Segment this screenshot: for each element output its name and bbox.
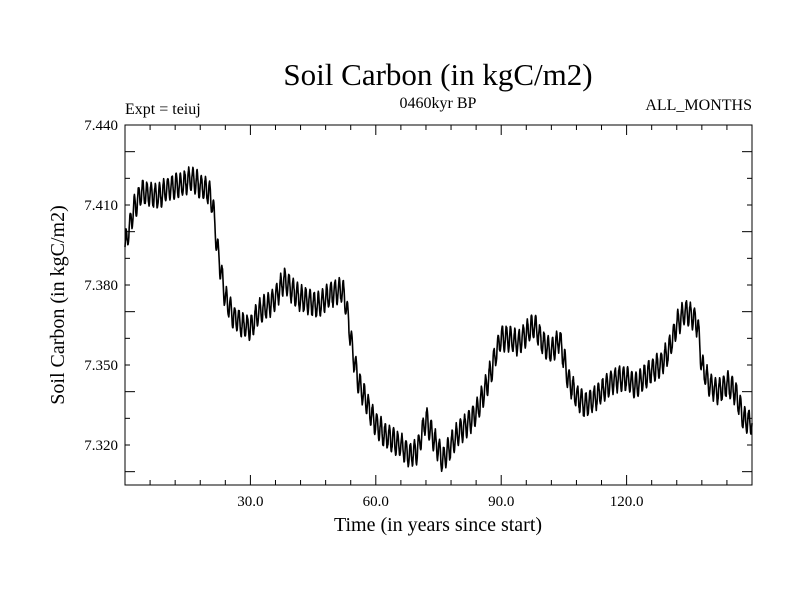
y-tick-label: 7.320	[84, 438, 118, 454]
y-tick-label: 7.410	[84, 198, 118, 214]
y-axis-label: Soil Carbon (in kgC/m2)	[47, 205, 69, 404]
chart-title: Soil Carbon (in kgC/m2)	[283, 57, 592, 92]
period-label: 0460kyr BP	[400, 95, 477, 112]
y-tick-label: 7.350	[84, 358, 118, 374]
x-tick-label: 60.0	[363, 494, 389, 510]
x-axis-label: Time (in years since start)	[334, 514, 542, 536]
plot-frame	[124, 124, 753, 486]
soil-carbon-series-line	[124, 166, 753, 473]
months-label: ALL_MONTHS	[645, 97, 752, 114]
y-tick-labels: 7.320 7.350 7.380 7.410 7.440	[84, 118, 118, 454]
x-tick-label: 90.0	[488, 494, 514, 510]
axis-ticks	[125, 124, 752, 485]
x-tick-labels: 30.0 60.0 90.0 120.0	[237, 494, 643, 510]
y-tick-label: 7.440	[84, 118, 118, 134]
x-tick-label: 120.0	[610, 494, 644, 510]
x-tick-label: 30.0	[237, 494, 263, 510]
experiment-label: Expt = teiuj	[125, 101, 201, 118]
y-tick-label: 7.380	[84, 278, 118, 294]
